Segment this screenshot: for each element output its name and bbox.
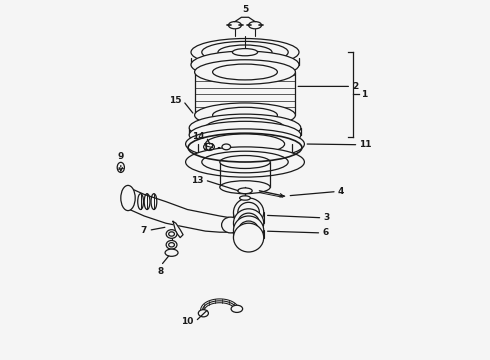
Text: 14: 14: [192, 132, 205, 141]
Ellipse shape: [220, 181, 270, 194]
Ellipse shape: [191, 39, 299, 66]
Text: 3: 3: [323, 213, 330, 222]
Text: 5: 5: [242, 5, 248, 14]
Ellipse shape: [202, 41, 288, 63]
Ellipse shape: [205, 118, 285, 138]
Ellipse shape: [213, 64, 277, 80]
Ellipse shape: [238, 202, 259, 222]
Ellipse shape: [239, 221, 259, 240]
Ellipse shape: [186, 129, 304, 159]
Ellipse shape: [233, 223, 264, 252]
Ellipse shape: [189, 114, 301, 141]
Ellipse shape: [189, 121, 301, 149]
Text: 11: 11: [360, 140, 372, 149]
Ellipse shape: [117, 162, 124, 172]
Ellipse shape: [238, 188, 252, 194]
Ellipse shape: [204, 143, 215, 150]
Ellipse shape: [233, 216, 264, 245]
Text: 4: 4: [338, 187, 344, 196]
Polygon shape: [128, 187, 231, 232]
Ellipse shape: [232, 49, 258, 56]
Text: 7: 7: [141, 226, 147, 235]
Text: 12: 12: [202, 143, 215, 152]
Text: 9: 9: [118, 152, 124, 161]
Text: 2: 2: [352, 82, 359, 91]
Ellipse shape: [231, 305, 243, 312]
Text: 8: 8: [158, 267, 164, 276]
Ellipse shape: [221, 217, 240, 233]
Text: 15: 15: [170, 96, 182, 105]
Ellipse shape: [121, 185, 135, 211]
Ellipse shape: [191, 51, 299, 78]
Ellipse shape: [228, 22, 242, 29]
Text: 6: 6: [322, 229, 329, 238]
Text: 10: 10: [181, 317, 194, 326]
Ellipse shape: [165, 249, 178, 256]
Ellipse shape: [195, 103, 295, 127]
Ellipse shape: [233, 209, 264, 238]
Ellipse shape: [220, 156, 270, 168]
Ellipse shape: [205, 134, 285, 154]
Ellipse shape: [248, 22, 262, 29]
Ellipse shape: [218, 45, 272, 59]
Ellipse shape: [198, 310, 208, 317]
Ellipse shape: [222, 144, 231, 150]
Ellipse shape: [166, 240, 177, 249]
Ellipse shape: [213, 107, 277, 123]
Text: 1: 1: [361, 90, 367, 99]
Ellipse shape: [195, 60, 295, 84]
Ellipse shape: [233, 198, 264, 227]
Ellipse shape: [238, 213, 259, 233]
Ellipse shape: [240, 196, 250, 200]
Ellipse shape: [169, 243, 174, 247]
Ellipse shape: [202, 151, 288, 173]
Ellipse shape: [166, 230, 177, 238]
Ellipse shape: [169, 232, 174, 236]
Ellipse shape: [186, 147, 304, 177]
Polygon shape: [173, 221, 183, 238]
Text: 13: 13: [191, 176, 204, 185]
